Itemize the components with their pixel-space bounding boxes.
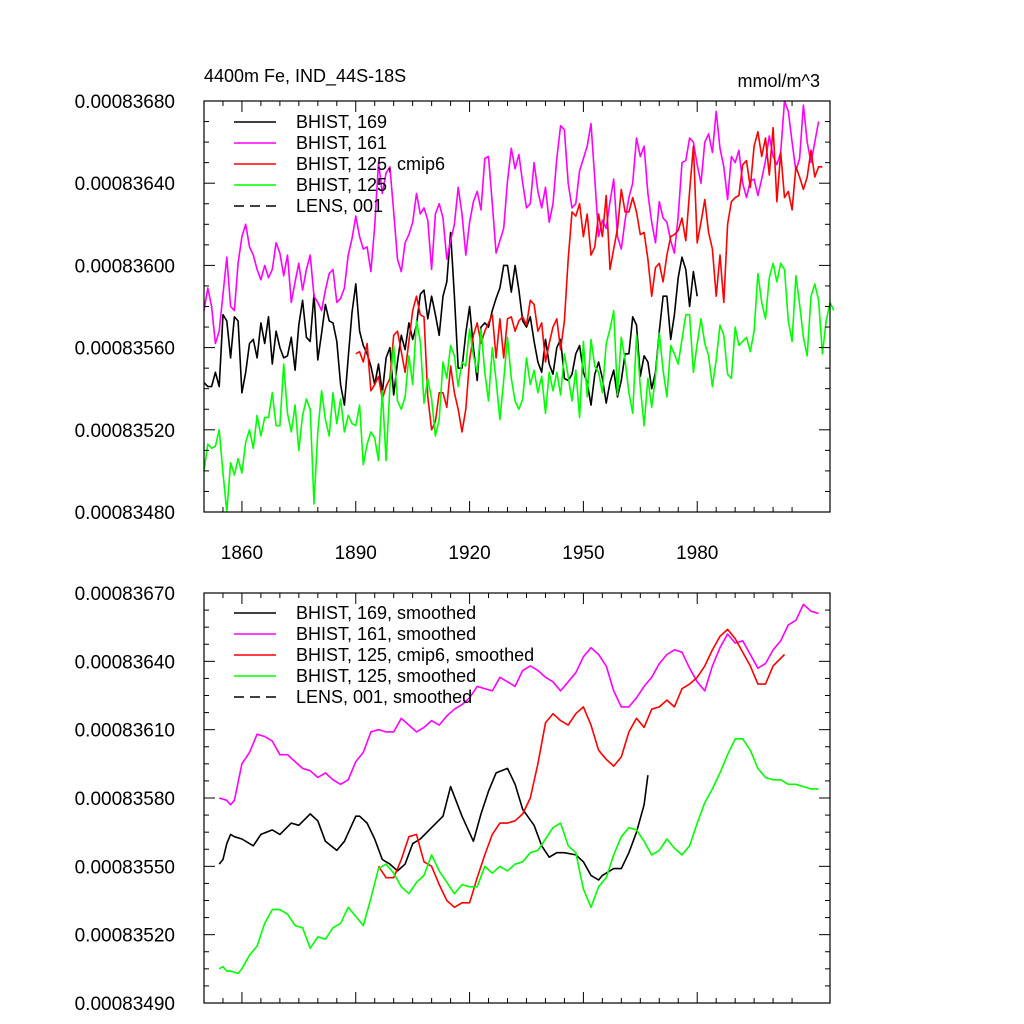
panel-1-y-tick-label: 0.00083560 bbox=[75, 339, 175, 360]
panel-1-y-tick-label: 0.00083520 bbox=[75, 421, 175, 442]
panel-2-legend-label-5: LENS, 001, smoothed bbox=[296, 687, 472, 707]
panel-2-y-tick-label: 0.00083610 bbox=[75, 721, 175, 742]
panel-1-series-line-4 bbox=[203, 262, 835, 513]
panel-1-x-tick-label: 1950 bbox=[562, 543, 604, 564]
panel-2-series-line-2 bbox=[218, 603, 819, 806]
panel-1-legend-label-4: BHIST, 125 bbox=[296, 175, 387, 195]
panel-1-legend-label-2: BHIST, 161 bbox=[296, 133, 387, 153]
panel-2-y-tick-label: 0.00083550 bbox=[75, 857, 175, 878]
panel-1-x-tick-label: 1980 bbox=[676, 543, 718, 564]
panel-2-series-line-4 bbox=[218, 738, 819, 975]
panel-2-legend-label-1: BHIST, 169, smoothed bbox=[296, 603, 476, 623]
panel-2-y-tick-label: 0.00083580 bbox=[75, 789, 175, 810]
panel-1-series-line-3 bbox=[355, 126, 823, 433]
panel-1-series-line-1 bbox=[203, 231, 698, 406]
panel-2-legend-label-4: BHIST, 125, smoothed bbox=[296, 666, 476, 686]
panel-2-legend-label-3: BHIST, 125, cmip6, smoothed bbox=[296, 645, 534, 665]
panel-1-x-tick-label: 1890 bbox=[335, 543, 377, 564]
panel-1-x-tick-label: 1920 bbox=[448, 543, 490, 564]
panel-1-y-tick-label: 0.00083680 bbox=[75, 92, 175, 113]
panel-2-y-tick-label: 0.00083520 bbox=[75, 926, 175, 947]
panel-1-title-left: 4400m Fe, IND_44S-18S bbox=[204, 66, 406, 87]
panel-1-series-line-2 bbox=[203, 100, 820, 345]
panel-1-y-tick-label: 0.00083600 bbox=[75, 256, 175, 277]
panel-1-y-tick-label: 0.00083480 bbox=[75, 503, 175, 524]
panel-2-y-tick-label: 0.00083490 bbox=[75, 994, 175, 1015]
panel-1-title-right: mmol/m^3 bbox=[738, 71, 820, 91]
panel-1-legend-label-1: BHIST, 169 bbox=[296, 112, 387, 132]
panel-2-series-line-1 bbox=[218, 767, 649, 881]
panel-2-y-tick-label: 0.00083670 bbox=[75, 584, 175, 605]
panel-2-series-line-3 bbox=[377, 628, 786, 909]
panel-1-legend-label-3: BHIST, 125, cmip6 bbox=[296, 154, 445, 174]
panel-1-x-tick-label: 1860 bbox=[221, 543, 263, 564]
panel-2-y-tick-label: 0.00083640 bbox=[75, 652, 175, 673]
panel-1-y-tick-label: 0.00083640 bbox=[75, 174, 175, 195]
panel-2-legend-label-2: BHIST, 161, smoothed bbox=[296, 624, 476, 644]
panel-1-legend-label-5: LENS, 001 bbox=[296, 196, 383, 216]
